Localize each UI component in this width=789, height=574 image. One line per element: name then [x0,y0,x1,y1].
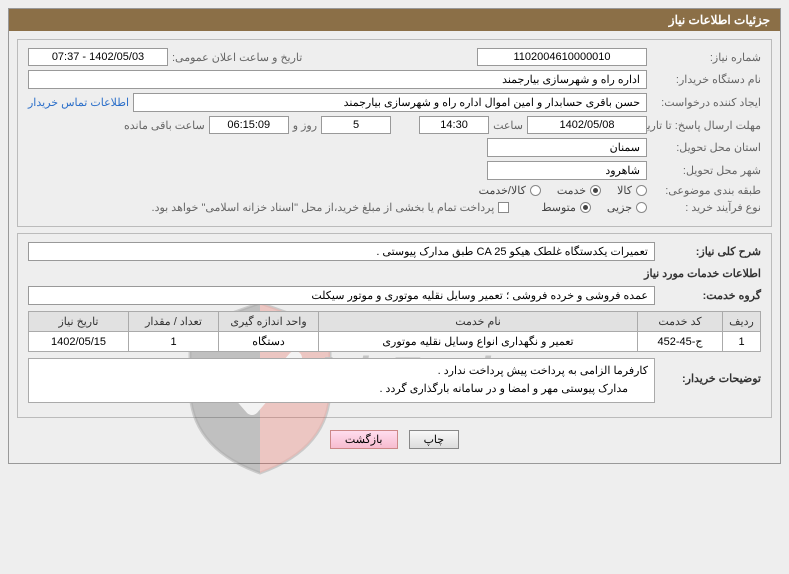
details-panel: جزئیات اطلاعات نیاز شماره نیاز: 11020046… [8,8,781,464]
days-value: 5 [321,116,391,134]
announce-label: تاریخ و ساعت اعلان عمومی: [172,51,302,64]
td-code: ج-45-452 [638,332,723,352]
class-radio-group: کالا خدمت کالا/خدمت [479,184,647,197]
th-code: کد خدمت [638,312,723,332]
class-label: طبقه بندی موضوعی: [651,184,761,197]
class-kala-label: کالا [617,184,632,197]
need-no-label: شماره نیاز: [651,51,761,64]
notes-label: توضیحات خریدار: [661,358,761,385]
proc-radio-mid[interactable]: متوسط [541,201,591,214]
countdown-value: 06:15:09 [209,116,289,134]
notes-box: کارفرما الزامی به پرداخت پیش پرداخت ندار… [28,358,655,403]
class-radio-both[interactable]: کالا/خدمت [479,184,541,197]
table-row: 1 ج-45-452 تعمیر و نگهداری انواع وسایل ن… [29,332,761,352]
group-value: عمده فروشی و خرده فروشی ؛ تعمیر وسایل نق… [28,286,655,305]
th-unit: واحد اندازه گیری [219,312,319,332]
province-value: سمنان [487,138,647,157]
notes-line2: مدارک پیوستی مهر و امضا و در سامانه بارگ… [35,381,648,399]
buyer-org-label: نام دستگاه خریدار: [651,73,761,86]
days-and-label: روز و [293,119,317,132]
class-khadmat-label: خدمت [557,184,586,197]
remain-label: ساعت باقی مانده [124,119,205,132]
panel-body: شماره نیاز: 1102004610000010 تاریخ و ساع… [9,31,780,463]
summary-label: شرح کلی نیاز: [661,245,761,258]
treasury-checkbox[interactable] [498,202,509,213]
pay-note: پرداخت تمام یا بخشی از مبلغ خرید،از محل … [152,201,495,214]
td-row: 1 [723,332,761,352]
td-date: 1402/05/15 [29,332,129,352]
deadline-date: 1402/05/08 [527,116,647,134]
announce-value: 1402/05/03 - 07:37 [28,48,168,66]
need-no-value: 1102004610000010 [477,48,647,66]
contact-link[interactable]: اطلاعات تماس خریدار [28,96,129,109]
th-row: ردیف [723,312,761,332]
deadline-label: مهلت ارسال پاسخ: تا تاریخ: [651,119,761,132]
city-label: شهر محل تحویل: [651,164,761,177]
proc-label: نوع فرآیند خرید : [651,201,761,214]
th-date: تاریخ نیاز [29,312,129,332]
back-button[interactable]: بازگشت [330,430,398,449]
summary-value: تعمیرات یکدستگاه غلطک هیکو CA 25 طبق مدا… [28,242,655,261]
requester-value: حسن باقری حسابدار و امین اموال اداره راه… [133,93,647,112]
td-qty: 1 [129,332,219,352]
hour-label: ساعت [493,119,523,132]
class-radio-khadmat[interactable]: خدمت [557,184,601,197]
need-box: شرح کلی نیاز: تعمیرات یکدستگاه غلطک هیکو… [17,233,772,418]
panel-title: جزئیات اطلاعات نیاز [9,9,780,31]
th-name: نام خدمت [319,312,638,332]
print-button[interactable]: چاپ [409,430,460,449]
requester-label: ایجاد کننده درخواست: [651,96,761,109]
proc-radio-group: جزیی متوسط [541,201,647,214]
deadline-time: 14:30 [419,116,489,134]
td-unit: دستگاه [219,332,319,352]
info-box: شماره نیاز: 1102004610000010 تاریخ و ساع… [17,39,772,227]
class-radio-kala[interactable]: کالا [617,184,647,197]
table-header-row: ردیف کد خدمت نام خدمت واحد اندازه گیری ت… [29,312,761,332]
buyer-org-value: اداره راه و شهرسازی بیارجمند [28,70,647,89]
proc-jozi-label: جزیی [607,201,632,214]
proc-mid-label: متوسط [541,201,576,214]
proc-radio-jozi[interactable]: جزیی [607,201,647,214]
notes-line1: کارفرما الزامی به پرداخت پیش پرداخت ندار… [35,363,648,381]
class-both-label: کالا/خدمت [479,184,526,197]
services-header: اطلاعات خدمات مورد نیاز [644,267,761,280]
services-table: ردیف کد خدمت نام خدمت واحد اندازه گیری ت… [28,311,761,352]
province-label: استان محل تحویل: [651,141,761,154]
city-value: شاهرود [487,161,647,180]
td-name: تعمیر و نگهداری انواع وسایل نقلیه موتوری [319,332,638,352]
group-label: گروه خدمت: [661,289,761,302]
button-row: چاپ بازگشت [17,424,772,455]
th-qty: تعداد / مقدار [129,312,219,332]
